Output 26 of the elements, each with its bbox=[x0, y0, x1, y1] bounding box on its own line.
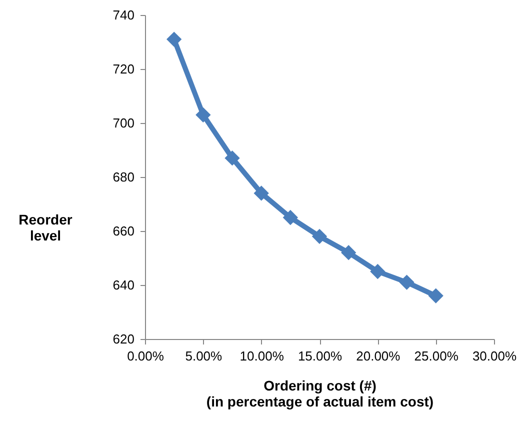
point bbox=[166, 32, 182, 47]
point bbox=[428, 288, 444, 304]
y-tick-label: 680 bbox=[112, 170, 134, 184]
point bbox=[370, 264, 386, 280]
y-tick-label: 620 bbox=[112, 332, 134, 346]
y-tick-label: 720 bbox=[112, 62, 134, 76]
x-tick-label: 10.00% bbox=[240, 348, 284, 364]
point bbox=[341, 245, 356, 260]
point bbox=[312, 228, 328, 244]
x-tick-label: 25.00% bbox=[414, 348, 459, 364]
x-tick-label: 30.00% bbox=[472, 348, 517, 364]
point bbox=[196, 107, 211, 122]
x-tick-label: 5.00% bbox=[185, 348, 223, 364]
y-axis-title: Reorder level bbox=[18, 212, 73, 244]
point bbox=[399, 274, 414, 290]
y-tick-label: 740 bbox=[112, 8, 134, 22]
x-tick-label: 20.00% bbox=[356, 348, 401, 364]
point bbox=[254, 186, 269, 201]
point bbox=[282, 210, 298, 226]
y-tick-label: 700 bbox=[112, 116, 134, 130]
y-tick-label: 660 bbox=[112, 224, 134, 238]
x-tick-label: 0.00% bbox=[127, 348, 164, 364]
x-axis-title: Ordering cost (#) (in percentage of actual item cost) bbox=[206, 378, 434, 410]
point bbox=[224, 150, 240, 166]
y-tick-label: 640 bbox=[112, 278, 134, 292]
x-tick-label: 15.00% bbox=[298, 348, 342, 364]
